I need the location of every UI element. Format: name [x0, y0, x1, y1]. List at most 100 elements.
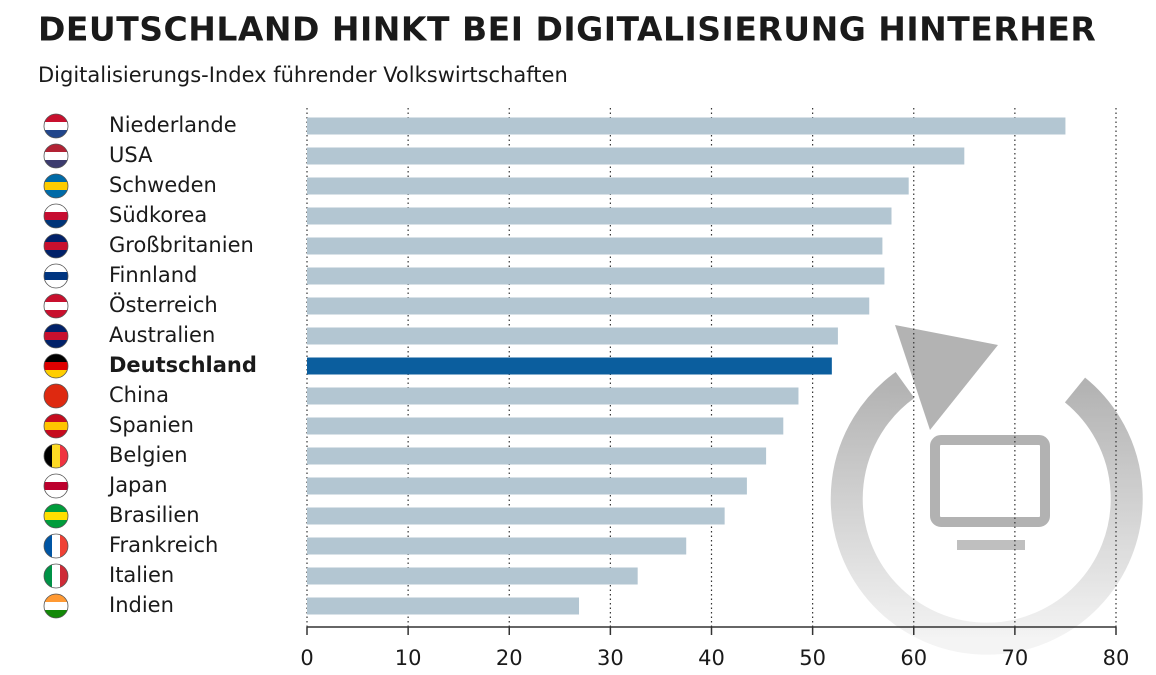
flag-stripe [44, 190, 68, 198]
category-label: Belgien [109, 443, 188, 467]
flag-stripe [44, 280, 68, 288]
flag-stripe [44, 310, 68, 318]
flag-border [43, 593, 69, 619]
category-label: Spanien [109, 413, 194, 437]
flag-stripe [60, 444, 68, 468]
flag-stripe [44, 302, 68, 311]
flag-stripe [44, 160, 68, 168]
flag-icon [43, 293, 69, 319]
category-label: Japan [107, 473, 168, 497]
flag-icon [43, 593, 69, 619]
bar [307, 597, 580, 615]
flag-stripe [44, 564, 53, 588]
flag-stripe [44, 264, 68, 273]
category-label: Schweden [109, 173, 217, 197]
flag-stripe [44, 220, 68, 228]
bar [307, 177, 909, 195]
flag-border [43, 413, 69, 439]
flag-border [43, 383, 69, 409]
flag-stripe [44, 362, 68, 371]
watermark-icon [830, 325, 1143, 655]
flag-stripe [44, 392, 68, 401]
flag-border [43, 293, 69, 319]
bar [307, 507, 725, 525]
flag-border [43, 503, 69, 529]
flag-stripe [44, 250, 68, 258]
flag-stripe [44, 152, 68, 161]
flag-icon [43, 203, 69, 229]
bar [307, 357, 832, 375]
bar [307, 387, 799, 405]
flag-border [43, 233, 69, 259]
category-label: Brasilien [109, 503, 200, 527]
flag-icon [43, 443, 69, 469]
x-tick-label: 0 [300, 646, 313, 670]
x-tick-label: 10 [395, 646, 422, 670]
flag-icon [43, 323, 69, 349]
bar [307, 267, 885, 285]
chart-subtitle: Digitalisierungs-Index führender Volkswi… [38, 63, 568, 87]
flag-icon [43, 533, 69, 559]
bar [307, 297, 870, 315]
flag-border [43, 143, 69, 169]
x-tick-label: 20 [496, 646, 523, 670]
category-label: Frankreich [109, 533, 218, 557]
bar [307, 417, 784, 435]
bar [307, 567, 638, 585]
flag-icon [43, 353, 69, 379]
flag-icon [43, 383, 69, 409]
flag-icon [43, 233, 69, 259]
flag-border [43, 563, 69, 589]
category-label: USA [109, 143, 153, 167]
flag-stripe [44, 444, 53, 468]
bar [307, 537, 687, 555]
flag-stripe [60, 534, 68, 558]
flag-icon [43, 563, 69, 589]
chart-title: DEUTSCHLAND HINKT BEI DIGITALISIERUNG HI… [38, 10, 1096, 49]
flag-stripe [52, 564, 61, 588]
flag-stripe [44, 610, 68, 618]
flag-stripe [44, 174, 68, 183]
flag-icon [43, 263, 69, 289]
flag-stripe [44, 340, 68, 348]
flag-border [43, 113, 69, 139]
x-tick-label: 30 [597, 646, 624, 670]
category-label: Indien [109, 593, 174, 617]
flag-icon [43, 113, 69, 139]
flag-stripe [44, 520, 68, 528]
flag-stripe [44, 324, 68, 333]
flag-stripe [44, 512, 68, 521]
flag-stripe [44, 332, 68, 341]
flag-stripe [44, 482, 68, 491]
flag-icon [43, 473, 69, 499]
category-label: Australien [109, 323, 215, 347]
flag-icon [43, 143, 69, 169]
flag-border [43, 173, 69, 199]
flag-stripe [44, 204, 68, 213]
flag-stripe [44, 354, 68, 363]
flag-stripe [44, 384, 68, 393]
category-label: Österreich [109, 292, 218, 317]
flag-border [43, 263, 69, 289]
category-label: Deutschland [109, 353, 257, 377]
flag-stripe [52, 534, 61, 558]
flag-stripe [44, 504, 68, 513]
category-label: Italien [109, 563, 174, 587]
flag-stripe [44, 272, 68, 281]
x-tick-label: 80 [1103, 646, 1130, 670]
flag-stripe [44, 430, 68, 438]
bar [307, 207, 892, 225]
category-label: Großbritanien [109, 233, 254, 257]
flag-stripe [44, 422, 68, 431]
flag-stripe [44, 602, 68, 611]
flag-icon [43, 503, 69, 529]
flag-stripe [44, 242, 68, 251]
x-tick-label: 60 [900, 646, 927, 670]
flag-stripe [44, 474, 68, 483]
flag-border [43, 323, 69, 349]
flag-stripe [44, 144, 68, 153]
flag-stripe [44, 212, 68, 221]
category-label: China [109, 383, 169, 407]
flag-border [43, 533, 69, 559]
